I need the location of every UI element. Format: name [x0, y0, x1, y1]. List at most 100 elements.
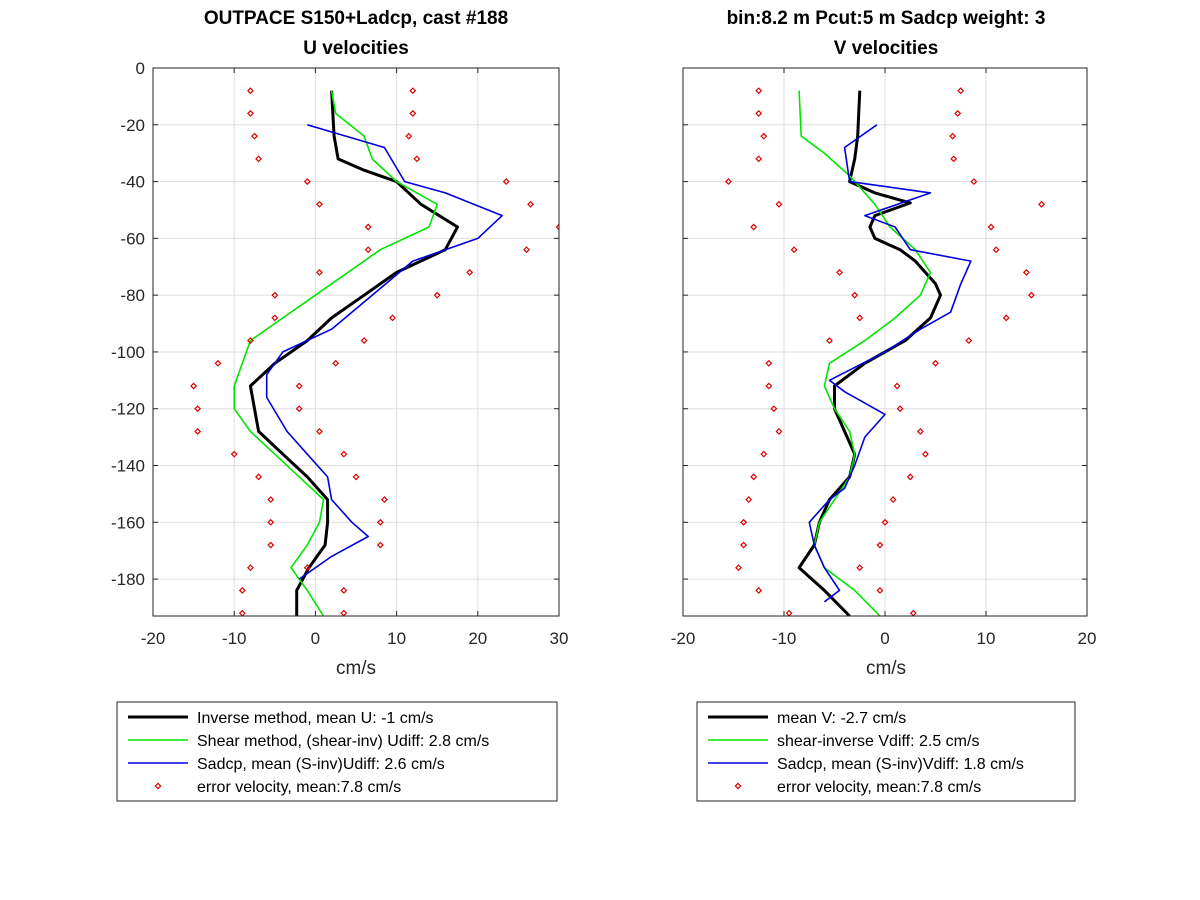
v-error-marker-11 [1038, 200, 1045, 208]
u-error-marker-2 [246, 109, 254, 117]
u-error-marker-30 [194, 427, 202, 435]
u-error-marker-0 [246, 87, 254, 95]
u-legend: Inverse method, mean U: -1 cm/s Shear met… [116, 701, 558, 802]
v-error-marker-29 [896, 405, 904, 413]
v-error-marker-5 [949, 132, 957, 140]
u-error-marker-19 [433, 291, 441, 299]
v-error-marker-31 [916, 427, 924, 435]
v-error-marker-39 [881, 518, 889, 526]
u-xtick-label: 0 [311, 629, 320, 648]
u-error-marker-9 [502, 178, 510, 186]
u-ytick-label: 0 [136, 59, 145, 78]
u-error-marker-29 [295, 405, 303, 413]
v-error-marker-3 [954, 109, 962, 117]
u-ytick-label: -20 [120, 116, 145, 135]
u-error-marker-39 [376, 518, 384, 526]
u-error-marker-27 [295, 382, 303, 390]
u-ytick-label: -160 [111, 513, 145, 532]
v-panel-title-line2: V velocities [834, 38, 939, 59]
v-error-marker-14 [790, 246, 798, 254]
v-error-marker-7 [950, 155, 958, 163]
u-error-marker-35 [352, 473, 360, 481]
u-legend-label-sadcp: Sadcp, mean (S-inv)Udiff: 2.6 cm/s [197, 756, 445, 773]
v-error-marker-21 [1002, 314, 1010, 322]
v-error-marker-9 [970, 178, 978, 186]
u-error-marker-1 [409, 87, 417, 95]
v-legend-label-error: error velocity, mean:7.8 cm/s [777, 779, 981, 796]
u-error-marker-11 [527, 200, 535, 208]
u-xtick-label: -10 [222, 629, 247, 648]
u-error-marker-18 [271, 291, 279, 299]
v-error-marker-45 [876, 586, 884, 594]
u-error-marker-45 [340, 586, 348, 594]
u-error-marker-5 [405, 132, 413, 140]
v-error-marker-27 [893, 382, 901, 390]
u-error-marker-10 [316, 200, 323, 208]
v-error-marker-38 [740, 518, 748, 526]
u-error-marker-20 [271, 314, 279, 322]
u-plot-area [153, 68, 559, 616]
u-error-marker-12 [364, 223, 372, 231]
v-error-marker-44 [755, 586, 763, 594]
u-error-marker-38 [267, 518, 275, 526]
u-ytick-label: -120 [111, 400, 145, 419]
v-error-marker-33 [921, 450, 929, 458]
u-inverse-series-line [248, 90, 459, 616]
v-error-marker-23 [965, 337, 973, 345]
u-error-marker-26 [190, 382, 198, 390]
v-error-marker-24 [765, 359, 773, 367]
v-error-marker-2 [755, 109, 763, 117]
u-error-marker-41 [376, 541, 384, 549]
v-error-marker-41 [876, 541, 884, 549]
u-error-marker-4 [251, 132, 258, 140]
u-ytick-label: -80 [120, 286, 145, 305]
u-error-marker-6 [255, 155, 263, 163]
u-error-marker-40 [267, 541, 275, 549]
u-ytick-label: -60 [120, 229, 145, 248]
u-error-marker-32 [230, 450, 238, 458]
v-legend-label-inverse: mean V: -2.7 cm/s [777, 710, 906, 727]
v-panel-xlabel: cm/s [866, 658, 906, 679]
u-error-marker-43 [303, 564, 311, 572]
v-error-marker-32 [760, 450, 768, 458]
v-error-marker-37 [889, 496, 897, 504]
u-error-marker-14 [364, 246, 372, 254]
u-error-marker-22 [246, 337, 254, 345]
v-error-marker-1 [957, 87, 965, 95]
v-data-layer [725, 87, 1045, 616]
v-velocity-panel: bin:8.2 m Pcut:5 m Sadcp weight: 3 V vel… [671, 8, 1096, 802]
v-error-marker-4 [760, 132, 768, 140]
u-error-marker-36 [267, 496, 275, 504]
u-legend-label-inverse: Inverse method, mean U: -1 cm/s [197, 710, 434, 727]
u-error-marker-3 [409, 109, 417, 117]
u-xtick-label: 30 [550, 629, 569, 648]
v-error-marker-17 [1022, 268, 1030, 276]
v-error-marker-19 [1028, 291, 1035, 299]
u-error-marker-33 [340, 450, 348, 458]
v-xtick-label: 0 [880, 629, 889, 648]
v-error-marker-6 [755, 155, 763, 163]
u-error-marker-8 [303, 178, 311, 186]
v-error-marker-28 [770, 405, 778, 413]
v-error-marker-34 [750, 473, 758, 481]
v-error-marker-35 [906, 473, 914, 481]
v-error-marker-13 [987, 223, 995, 231]
u-ytick-label: -140 [111, 457, 145, 476]
u-legend-box [116, 701, 558, 802]
v-error-marker-10 [775, 200, 783, 208]
v-error-marker-40 [740, 541, 748, 549]
u-legend-label-error: error velocity, mean:7.8 cm/s [197, 779, 401, 796]
u-error-marker-23 [360, 337, 368, 345]
u-ytick-label: -100 [111, 343, 145, 362]
u-error-marker-21 [389, 314, 396, 322]
u-velocity-panel: OUTPACE S150+Ladcp, cast #188 U velociti… [111, 8, 569, 802]
u-error-marker-37 [380, 496, 388, 504]
v-error-marker-30 [775, 427, 783, 435]
u-error-marker-34 [255, 473, 263, 481]
v-error-marker-16 [836, 268, 843, 276]
u-panel-title-line2: U velocities [303, 38, 409, 59]
v-error-marker-25 [932, 359, 939, 367]
v-error-marker-36 [745, 496, 753, 504]
u-error-marker-24 [214, 359, 222, 367]
